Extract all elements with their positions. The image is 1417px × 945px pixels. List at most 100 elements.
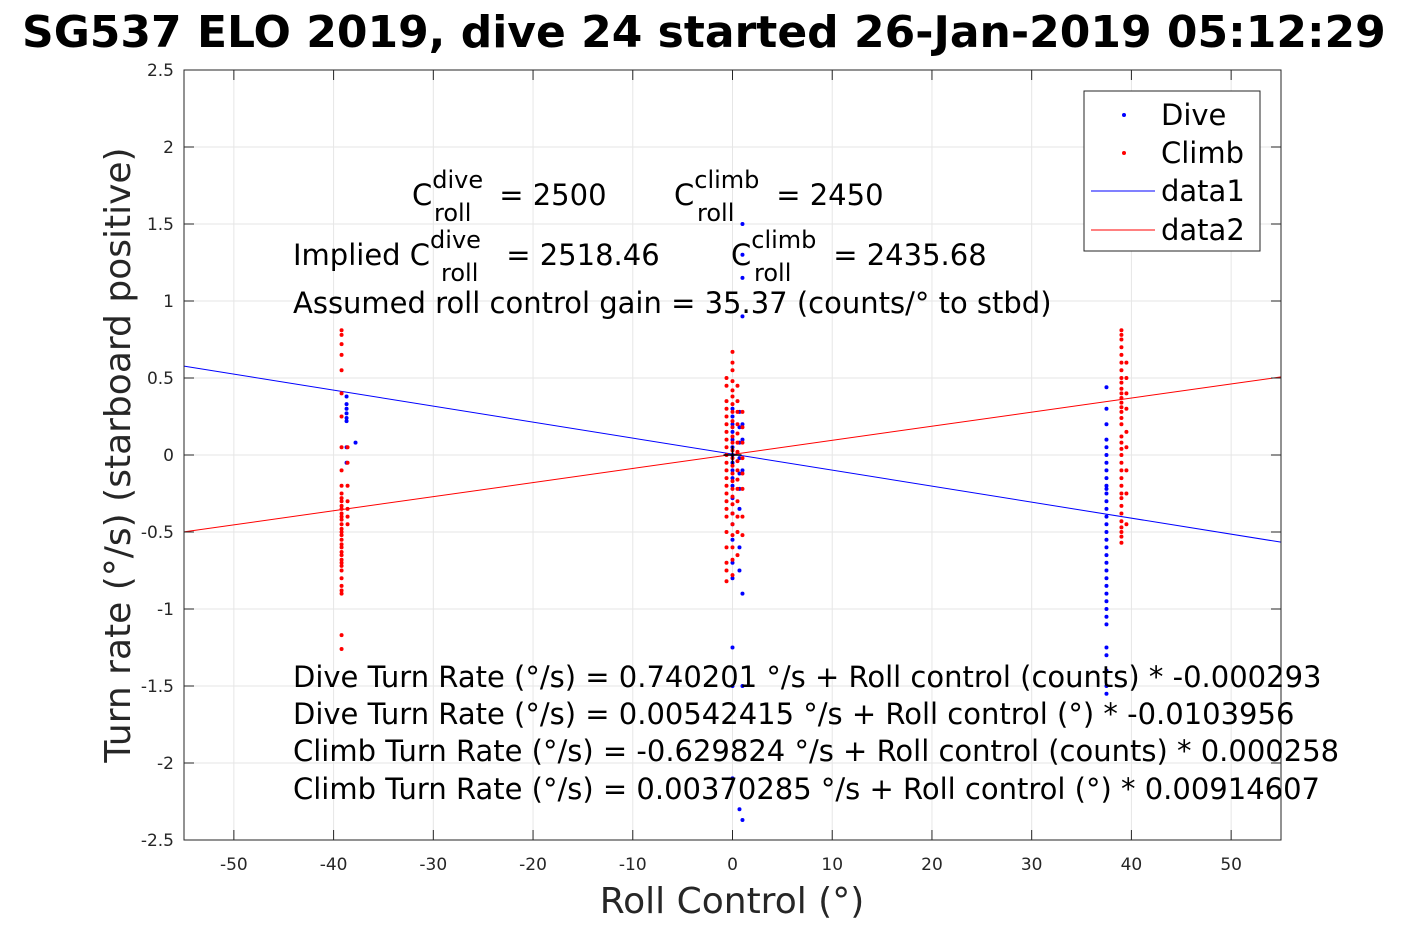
equation-dive-counts: Dive Turn Rate (°/s) = 0.740201 °/s + Ro… <box>293 660 1321 694</box>
climb-point <box>1119 453 1124 457</box>
dive-point <box>1104 530 1109 534</box>
c-dive-annotation: Cdive roll = 2500 <box>412 166 607 227</box>
climb-point <box>724 414 729 419</box>
dive-point <box>730 645 735 650</box>
climb-point <box>339 576 344 581</box>
climb-point <box>730 533 735 538</box>
climb-point <box>339 583 344 588</box>
climb-point <box>730 368 735 373</box>
climb-point <box>1119 511 1124 516</box>
climb-point <box>1119 345 1124 350</box>
climb-point <box>345 483 350 488</box>
dive-point <box>1104 499 1109 504</box>
climb-point <box>735 530 740 534</box>
climb-point <box>1119 409 1124 414</box>
climb-point <box>339 568 344 573</box>
dive-point <box>1104 645 1109 650</box>
climb-point <box>1119 422 1124 427</box>
climb-point <box>724 468 729 473</box>
climb-point <box>345 506 350 511</box>
climb-point <box>1119 416 1124 421</box>
dive-point <box>353 440 358 445</box>
c-dive-sub: roll <box>434 199 471 227</box>
climb-point <box>730 394 735 399</box>
equation-climb-counts: Climb Turn Rate (°/s) = -0.629824 °/s + … <box>293 734 1339 768</box>
dive-point <box>730 406 735 411</box>
climb-point <box>339 352 344 357</box>
y-tick-label: 2.5 <box>147 61 174 81</box>
climb-point <box>1124 429 1129 434</box>
climb-point <box>740 440 745 445</box>
c-climb-prefix: C <box>674 178 694 212</box>
dive-point <box>730 468 735 473</box>
climb-point <box>740 409 745 414</box>
climb-point <box>339 332 344 337</box>
dive-point <box>737 545 742 550</box>
climb-point <box>1119 368 1124 373</box>
climb-point <box>724 437 729 442</box>
x-tick-label: 0 <box>727 855 738 875</box>
climb-point <box>1119 386 1124 391</box>
climb-point <box>339 557 344 562</box>
climb-point <box>1119 434 1124 439</box>
climb-point <box>339 545 344 550</box>
y-axis-ticks: -2.5 -2 -1.5 -1 -0.5 0 0.5 1 1.5 2 2.5 <box>141 61 1281 851</box>
dive-point <box>1104 476 1109 481</box>
dive-point <box>737 456 742 461</box>
climb-point <box>1124 406 1129 411</box>
equation-climb-degrees: Climb Turn Rate (°/s) = 0.00370285 °/s +… <box>293 772 1320 806</box>
climb-point <box>740 486 745 491</box>
climb-point <box>730 409 735 414</box>
y-tick-label: -1 <box>157 600 174 620</box>
dive-point <box>730 576 735 581</box>
dive-point <box>1104 514 1109 519</box>
climb-point <box>730 522 735 527</box>
climb-point <box>735 499 740 504</box>
c-climb-sub: roll <box>697 199 734 227</box>
climb-point <box>1124 376 1129 380</box>
climb-point <box>740 533 745 538</box>
climb-point <box>1124 445 1129 450</box>
dive-point <box>1104 385 1109 390</box>
dive-point <box>730 776 735 781</box>
implied-dive-sub: roll <box>441 259 478 287</box>
climb-point <box>730 479 735 484</box>
y-tick-label: 2 <box>163 138 174 158</box>
dive-point <box>740 817 745 822</box>
climb-point <box>724 579 729 584</box>
climb-point <box>730 573 735 578</box>
gain-annotation: Assumed roll control gain = 35.37 (count… <box>293 286 1052 320</box>
climb-point <box>1119 460 1124 465</box>
dive-point <box>344 394 349 399</box>
c-dive-sup: dive <box>432 166 483 194</box>
climb-point <box>735 383 740 388</box>
c-climb-sup: climb <box>694 166 759 194</box>
c-climb-value: = 2450 <box>767 178 884 212</box>
dive-point <box>1104 468 1109 473</box>
x-tick-label: -40 <box>320 855 348 875</box>
dive-point <box>1104 486 1109 491</box>
climb-point <box>345 460 350 465</box>
x-tick-label: 10 <box>821 855 843 875</box>
climb-point <box>1119 525 1124 530</box>
climb-point <box>339 491 344 496</box>
dive-point <box>1104 691 1109 696</box>
climb-point <box>730 402 735 407</box>
y-tick-label: 1.5 <box>147 215 174 235</box>
climb-point <box>735 553 740 558</box>
y-tick-label: 0.5 <box>147 369 174 389</box>
dive-point <box>1104 668 1109 673</box>
implied-prefix: Implied C <box>293 238 430 272</box>
dive-point <box>1104 576 1109 581</box>
climb-point <box>724 399 729 404</box>
dive-point <box>740 591 745 596</box>
climb-point <box>339 391 344 396</box>
climb-point <box>339 514 344 519</box>
dive-point <box>1104 560 1109 565</box>
climb-point <box>724 568 729 573</box>
implied-climb-sup: climb <box>751 226 816 254</box>
climb-point <box>1119 405 1124 410</box>
dive-point <box>344 416 349 421</box>
climb-point <box>1119 360 1124 365</box>
dive-point <box>730 429 735 434</box>
